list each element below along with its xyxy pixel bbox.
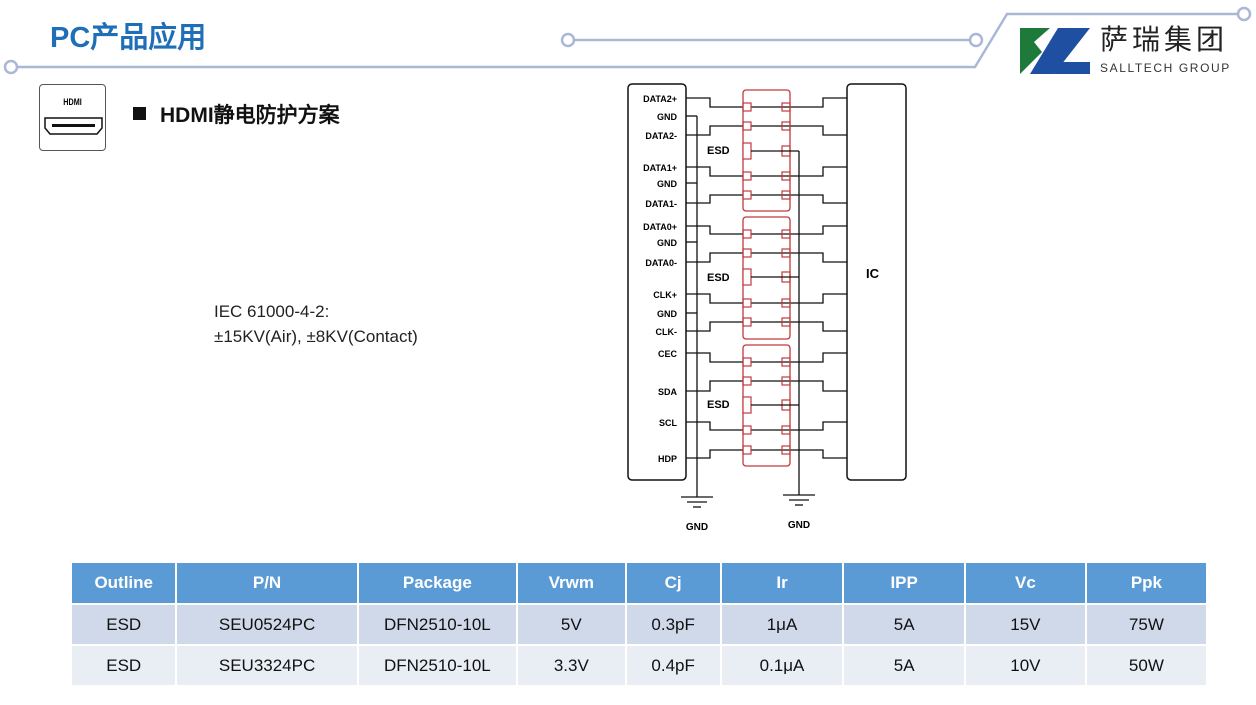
- table-cell: 0.1μA: [719, 644, 845, 687]
- section-title: HDMI静电防护方案: [160, 104, 340, 127]
- column-header: Vrwm: [516, 563, 627, 605]
- table-cell: 3.3V: [516, 644, 627, 687]
- esd-pad: [742, 248, 752, 258]
- pin-label-data2+: DATA2+: [643, 94, 677, 104]
- table-cell: SEU3324PC: [175, 644, 359, 687]
- gnd-label: GND: [686, 522, 708, 533]
- logo-english-name: SALLTECH GROUP: [1100, 61, 1231, 75]
- salltech-logo-mark-icon: [1020, 28, 1090, 74]
- table-cell: 5V: [516, 603, 627, 646]
- table-row: ESD SEU3324PC DFN2510-10L 3.3V 0.4pF 0.1μA 5A 1…: [69, 644, 1209, 687]
- pin-label-gnd: GND: [657, 112, 678, 122]
- table-cell: 10V: [963, 644, 1087, 687]
- esd-pad: [742, 171, 752, 181]
- table-cell: ESD: [69, 644, 178, 687]
- esd-pad: [742, 425, 752, 435]
- pin-label-hdp: HDP: [658, 454, 677, 464]
- signal-trace: [686, 166, 847, 177]
- ic-box: [846, 83, 907, 481]
- ic-label: IC: [866, 266, 880, 281]
- column-header: Ppk: [1084, 563, 1209, 605]
- column-header: IPP: [842, 563, 966, 605]
- table-row: ESD SEU0524PC DFN2510-10L 5V 0.3pF 1μA 5A 15V 75…: [69, 603, 1209, 646]
- signal-trace: [686, 449, 847, 459]
- pin-label-gnd: GND: [657, 238, 678, 248]
- spec-levels: ±15KV(Air), ±8KV(Contact): [214, 327, 418, 346]
- table-cell: 0.3pF: [624, 603, 722, 646]
- pin-label-data2-: DATA2-: [645, 131, 677, 141]
- column-header: Package: [356, 563, 519, 605]
- signal-trace: [686, 321, 847, 332]
- pin-label-data1-: DATA1-: [645, 199, 677, 209]
- esd-pad: [742, 190, 752, 200]
- esd-gnd-pad: [742, 142, 752, 160]
- table-header-row: Outline P/N Package Vrwm Cj Ir IPP Vc Ppk: [69, 563, 1209, 605]
- pin-label-clk+: CLK+: [653, 290, 677, 300]
- signal-trace: [686, 380, 847, 392]
- esd-label: ESD: [707, 145, 730, 157]
- esd-pad: [742, 121, 752, 131]
- table-cell: 50W: [1084, 644, 1209, 687]
- bullet-square-icon: [133, 107, 146, 120]
- signal-trace: [686, 194, 847, 204]
- hdmi-port-icon: HDMI: [39, 84, 106, 151]
- esd-pad: [742, 445, 752, 455]
- pin-label-sda: SDA: [658, 387, 678, 397]
- column-header: P/N: [175, 563, 359, 605]
- signal-trace: [686, 252, 847, 263]
- table-cell: 1μA: [719, 603, 845, 646]
- signal-trace: [686, 125, 847, 136]
- esd-pad: [742, 317, 752, 327]
- column-header: Outline: [69, 563, 178, 605]
- logo-chinese-name: 萨瑞集团: [1100, 23, 1229, 56]
- column-header: Vc: [963, 563, 1087, 605]
- pin-label-gnd: GND: [657, 309, 678, 319]
- esd-label: ESD: [707, 399, 730, 411]
- signal-trace: [686, 352, 847, 363]
- pin-label-gnd: GND: [657, 179, 678, 189]
- esd-pad: [742, 376, 752, 386]
- hdmi-connector-box: [627, 83, 687, 481]
- pin-label-clk-: CLK-: [656, 327, 678, 337]
- page-title: PC产品应用: [50, 22, 207, 54]
- pin-label-data0+: DATA0+: [643, 222, 677, 232]
- table-cell: DFN2510-10L: [356, 644, 519, 687]
- esd-spec: IEC 61000-4-2: ±15KV(Air), ±8KV(Contact): [214, 299, 418, 349]
- signal-trace: [686, 97, 847, 108]
- signal-trace: [686, 421, 847, 431]
- table-cell: DFN2510-10L: [356, 603, 519, 646]
- table-cell: 75W: [1084, 603, 1209, 646]
- pin-label-data0-: DATA0-: [645, 258, 677, 268]
- esd-pad: [742, 229, 752, 239]
- column-header: Ir: [719, 563, 845, 605]
- table-cell: ESD: [69, 603, 178, 646]
- company-logo: 萨瑞集团 SALLTECH GROUP: [1020, 23, 1250, 78]
- table-cell: 5A: [842, 603, 966, 646]
- table-cell: SEU0524PC: [175, 603, 359, 646]
- esd-gnd-pad: [742, 268, 752, 286]
- esd-gnd-pad: [742, 396, 752, 414]
- pin-label-scl: SCL: [659, 418, 678, 428]
- esd-pad: [742, 357, 752, 367]
- pin-label-data1+: DATA1+: [643, 163, 677, 173]
- table-cell: 15V: [963, 603, 1087, 646]
- product-table: Outline P/N Package Vrwm Cj Ir IPP Vc Ppk ESD SEU…: [69, 563, 1209, 687]
- hdmi-icon-label: HDMI: [63, 97, 82, 107]
- signal-trace: [686, 225, 847, 235]
- esd-pad: [742, 298, 752, 308]
- pin-label-cec: CEC: [658, 349, 678, 359]
- section-heading: HDMI静电防护方案: [133, 99, 340, 129]
- gnd-label: GND: [788, 520, 810, 531]
- esd-pad: [742, 102, 752, 112]
- signal-trace: [686, 293, 847, 304]
- column-header: Cj: [624, 563, 722, 605]
- table-cell: 5A: [842, 644, 966, 687]
- esd-label: ESD: [707, 272, 730, 284]
- spec-standard: IEC 61000-4-2:: [214, 302, 330, 321]
- table-cell: 0.4pF: [624, 644, 722, 687]
